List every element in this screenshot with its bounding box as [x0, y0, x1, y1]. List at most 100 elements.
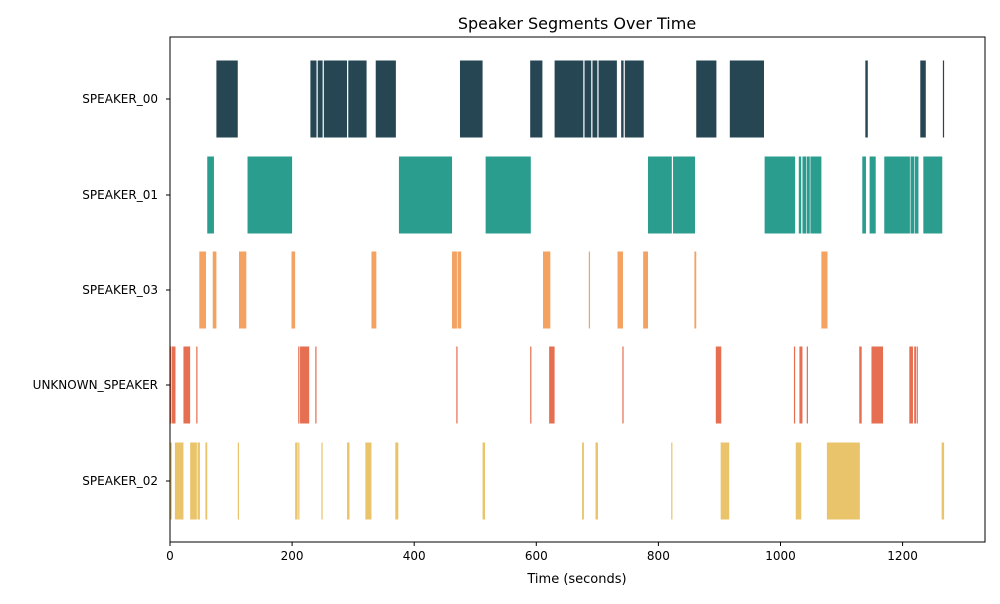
- segment-bar-speaker-02-3: [197, 442, 200, 520]
- segment-bar-speaker-00-11: [598, 60, 617, 138]
- segment-bar-unknown-speaker-10: [622, 346, 624, 424]
- segment-bar-speaker-03-2: [238, 251, 247, 329]
- segment-bar-speaker-03-3: [291, 251, 296, 329]
- segment-bar-unknown-speaker-9: [549, 346, 555, 424]
- x-tick-label: 600: [525, 549, 548, 563]
- segment-bar-speaker-01-5: [673, 156, 696, 234]
- segment-bar-speaker-03-5: [452, 251, 457, 329]
- segment-bar-speaker-02-1: [174, 442, 184, 520]
- segment-bar-unknown-speaker-19: [916, 346, 918, 424]
- segment-bar-unknown-speaker-16: [871, 346, 884, 424]
- segment-bar-unknown-speaker-7: [456, 346, 458, 424]
- y-axis: SPEAKER_00 SPEAKER_01 SPEAKER_03 UNKNOWN_SP…: [33, 92, 170, 488]
- segment-bar-speaker-03-6: [457, 251, 462, 329]
- segment-bar-unknown-speaker-18: [914, 346, 917, 424]
- segment-bar-unknown-speaker-17: [909, 346, 913, 424]
- segment-bar-speaker-01-8: [802, 156, 807, 234]
- segment-bar-speaker-01-14: [910, 156, 915, 234]
- segment-bar-speaker-00-14: [696, 60, 717, 138]
- x-tick-label: 0: [166, 549, 174, 563]
- segment-bar-speaker-00-1: [310, 60, 317, 138]
- segment-bar-speaker-03-10: [643, 251, 649, 329]
- segment-bar-speaker-02-15: [671, 442, 673, 520]
- x-tick-label: 200: [281, 549, 304, 563]
- segment-bar-speaker-01-16: [923, 156, 943, 234]
- segment-bar-speaker-00-13: [624, 60, 644, 138]
- segment-bar-unknown-speaker-4: [298, 346, 300, 424]
- segment-bar-speaker-01-6: [764, 156, 796, 234]
- x-axis: 0 200 400 600 800 1000 1200: [166, 542, 918, 563]
- segment-bar-speaker-00-18: [942, 60, 945, 138]
- segment-bar-speaker-03-0: [199, 251, 207, 329]
- segment-bar-speaker-02-0: [170, 442, 172, 520]
- segment-bar-speaker-02-4: [205, 442, 208, 520]
- segment-bar-speaker-00-16: [865, 60, 868, 138]
- segment-bar-speaker-01-1: [247, 156, 293, 234]
- segment-bar-unknown-speaker-5: [300, 346, 310, 424]
- segment-bar-speaker-03-4: [371, 251, 377, 329]
- y-tick-label: UNKNOWN_SPEAKER: [33, 378, 158, 392]
- y-tick-label: SPEAKER_02: [82, 474, 158, 488]
- segment-bar-unknown-speaker-3: [196, 346, 198, 424]
- segment-bar-speaker-01-2: [398, 156, 453, 234]
- segment-bar-unknown-speaker-14: [806, 346, 808, 424]
- segment-bar-unknown-speaker-2: [183, 346, 191, 424]
- segment-bar-speaker-02-2: [190, 442, 197, 520]
- segment-bar-speaker-01-10: [810, 156, 822, 234]
- segment-bar-unknown-speaker-0: [170, 346, 172, 424]
- segment-bar-speaker-03-8: [588, 251, 591, 329]
- y-tick-label: SPEAKER_01: [82, 188, 158, 202]
- segment-bar-unknown-speaker-6: [315, 346, 317, 424]
- segment-bar-speaker-01-11: [862, 156, 866, 234]
- segment-bar-speaker-02-12: [482, 442, 486, 520]
- segment-bar-speaker-02-16: [720, 442, 730, 520]
- segment-bar-speaker-02-9: [347, 442, 350, 520]
- segment-bar-speaker-01-3: [485, 156, 531, 234]
- segment-bar-speaker-00-9: [584, 60, 592, 138]
- segment-bar-speaker-03-9: [617, 251, 623, 329]
- x-tick-label: 400: [403, 549, 426, 563]
- segment-bar-speaker-00-4: [348, 60, 367, 138]
- segment-bar-speaker-02-5: [237, 442, 239, 520]
- segment-bar-speaker-01-15: [914, 156, 919, 234]
- segment-bar-speaker-01-0: [207, 156, 214, 234]
- x-tick-label: 800: [647, 549, 670, 563]
- segment-bar-speaker-00-5: [375, 60, 396, 138]
- segment-bar-speaker-03-12: [821, 251, 828, 329]
- segment-bars: [170, 60, 945, 520]
- segment-bar-speaker-03-1: [212, 251, 217, 329]
- segment-bar-speaker-00-6: [459, 60, 483, 138]
- segment-bar-speaker-01-12: [869, 156, 876, 234]
- segment-bar-speaker-00-12: [621, 60, 624, 138]
- y-tick-label: SPEAKER_03: [82, 283, 158, 297]
- segment-bar-speaker-01-9: [806, 156, 810, 234]
- segment-bar-unknown-speaker-11: [715, 346, 722, 424]
- y-tick-label: SPEAKER_00: [82, 92, 158, 106]
- segment-bar-speaker-01-13: [884, 156, 910, 234]
- segment-bar-speaker-03-7: [543, 251, 551, 329]
- segment-bar-speaker-02-13: [582, 442, 584, 520]
- segment-bar-speaker-00-8: [554, 60, 584, 138]
- segment-bar-speaker-00-0: [216, 60, 238, 138]
- segment-bar-speaker-02-17: [795, 442, 802, 520]
- segment-bar-unknown-speaker-15: [859, 346, 862, 424]
- segment-bar-speaker-02-7: [298, 442, 300, 520]
- x-tick-label: 1000: [765, 549, 796, 563]
- x-tick-label: 1200: [887, 549, 918, 563]
- segment-bar-speaker-01-4: [648, 156, 672, 234]
- segment-bar-speaker-02-8: [321, 442, 323, 520]
- segment-bar-unknown-speaker-12: [793, 346, 796, 424]
- segment-bar-speaker-00-15: [729, 60, 765, 138]
- segment-bar-speaker-00-7: [530, 60, 543, 138]
- segment-bar-speaker-02-6: [295, 442, 298, 520]
- segment-bar-speaker-00-17: [920, 60, 926, 138]
- segment-bar-speaker-02-10: [365, 442, 372, 520]
- segment-bar-speaker-00-3: [323, 60, 348, 138]
- chart-title: Speaker Segments Over Time: [458, 14, 696, 33]
- segment-bar-speaker-02-19: [941, 442, 945, 520]
- segment-bar-speaker-02-11: [395, 442, 399, 520]
- segment-bar-speaker-00-2: [317, 60, 323, 138]
- segment-bar-unknown-speaker-1: [171, 346, 176, 424]
